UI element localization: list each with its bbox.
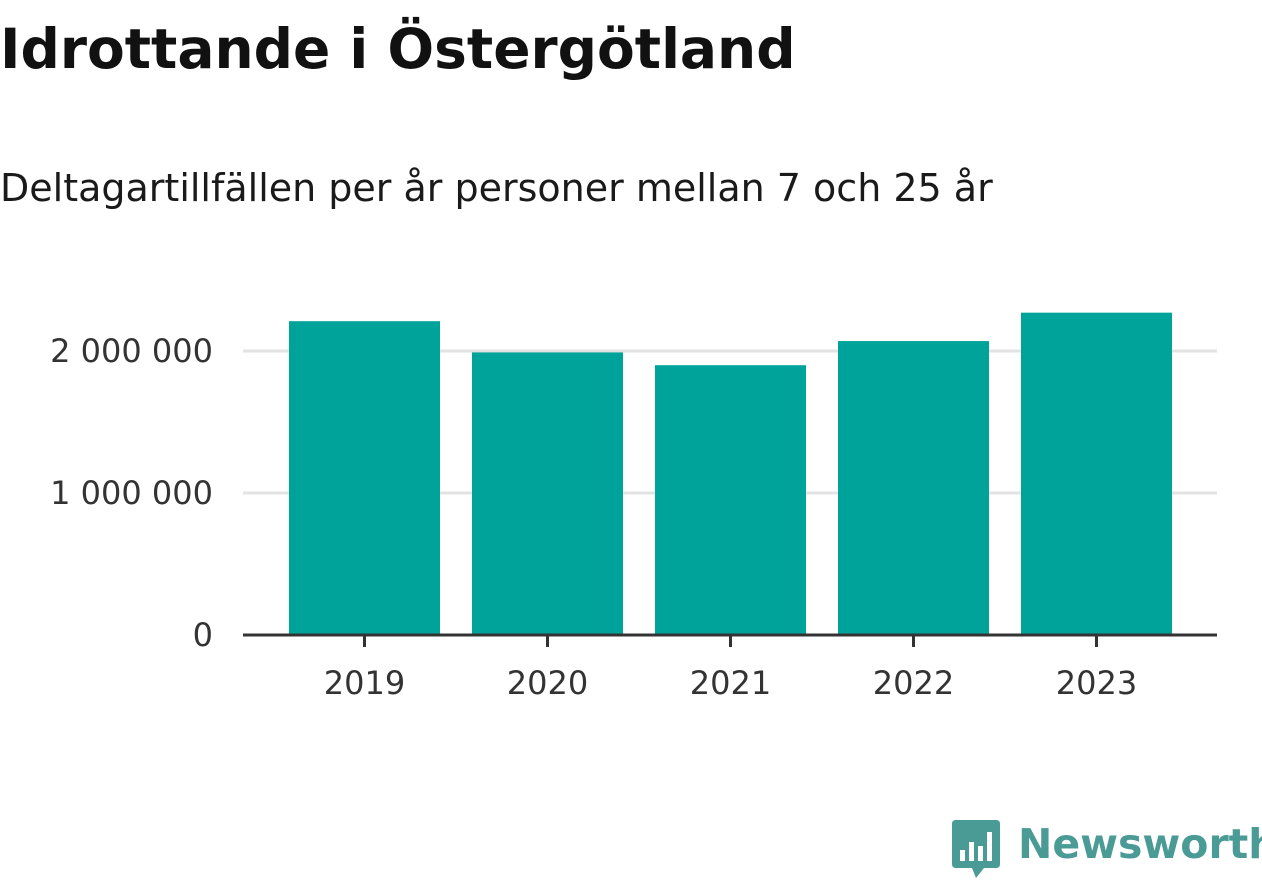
x-tick-label: 2023: [1056, 664, 1137, 702]
y-tick-label: 2 000 000: [50, 332, 213, 370]
bar-2020: [472, 352, 623, 635]
x-tick-label: 2020: [507, 664, 588, 702]
x-tick-label: 2021: [690, 664, 771, 702]
newsworthy-logo: Newsworthy: [950, 818, 1262, 882]
y-tick-label: 1 000 000: [50, 474, 213, 512]
x-tick-labels: 2019 2020 2021 2022 2023: [324, 664, 1137, 702]
bar-2019: [289, 321, 440, 635]
bars: [289, 312, 1172, 635]
bar-2021: [655, 365, 806, 635]
newsworthy-logo-icon: [952, 820, 1000, 878]
chart-title: Idrottande i Östergötland: [0, 17, 796, 81]
y-tick-label: 0: [193, 616, 213, 654]
y-tick-labels: 0 1 000 000 2 000 000: [50, 332, 213, 654]
bar-2022: [838, 341, 989, 635]
x-tick-label: 2019: [324, 664, 405, 702]
x-axis: [243, 633, 1217, 647]
bar-2023: [1021, 312, 1172, 635]
newsworthy-logo-text: Newsworthy: [1018, 820, 1262, 868]
chart-subtitle: Deltagartillfällen per år personer mella…: [0, 166, 993, 210]
x-tick-label: 2022: [873, 664, 954, 702]
